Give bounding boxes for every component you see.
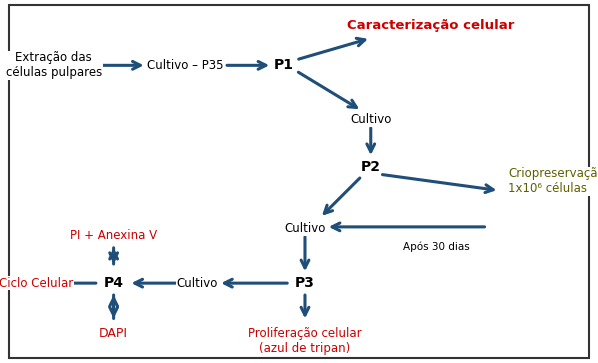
Text: Cultivo – P35: Cultivo – P35 bbox=[147, 59, 224, 72]
Text: Cultivo: Cultivo bbox=[176, 277, 218, 290]
Text: Após 30 dias: Após 30 dias bbox=[403, 242, 470, 252]
Text: Proliferação celular
(azul de tripan): Proliferação celular (azul de tripan) bbox=[248, 327, 362, 355]
Text: PI + Anexina V: PI + Anexina V bbox=[70, 229, 157, 242]
Text: DAPI: DAPI bbox=[99, 327, 128, 340]
Text: Criopreservação
1x10⁶ células: Criopreservação 1x10⁶ células bbox=[508, 167, 598, 196]
Text: P3: P3 bbox=[295, 276, 315, 290]
Text: P1: P1 bbox=[274, 58, 294, 72]
Text: Ciclo Celular: Ciclo Celular bbox=[0, 277, 73, 290]
Text: P4: P4 bbox=[103, 276, 124, 290]
Text: Extração das
células pulpares: Extração das células pulpares bbox=[6, 51, 102, 79]
Text: P2: P2 bbox=[361, 160, 381, 174]
Text: Cultivo: Cultivo bbox=[350, 113, 392, 126]
Text: Cultivo: Cultivo bbox=[284, 222, 326, 235]
Text: Caracterização celular: Caracterização celular bbox=[347, 19, 514, 32]
